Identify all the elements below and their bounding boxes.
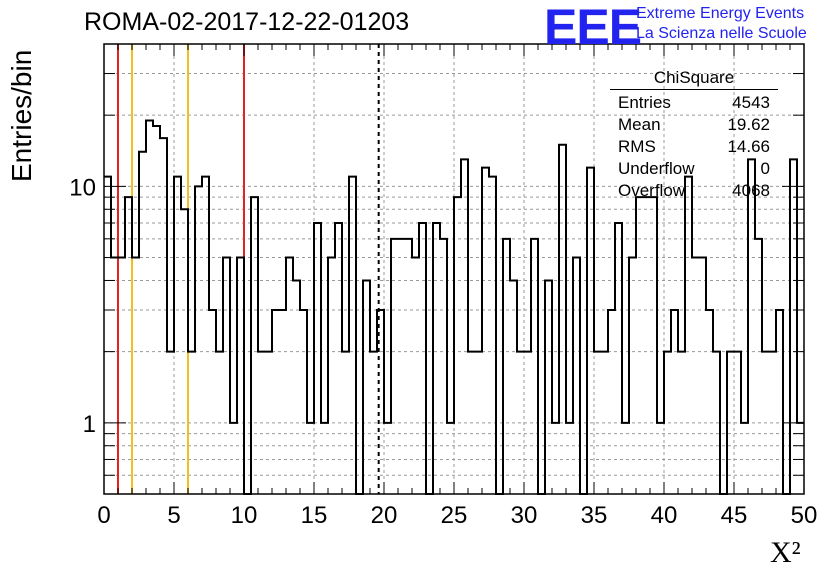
x-tick-label: 0 [97,502,110,529]
x-tick-label: 45 [721,502,748,529]
histogram-outline [104,119,804,495]
stats-row-underflow: Underflow 0 [610,158,778,180]
x-tick-label: 5 [167,502,180,529]
stats-header: ChiSquare [610,68,778,90]
chart-title: ROMA-02-2017-12-22-01203 [84,8,410,36]
stats-label: Entries [618,93,671,112]
marker-lines [117,44,380,494]
tick-labels: 0 5 10 15 20 25 30 35 40 45 50 1 10 [69,174,817,529]
x-tick-label: 50 [791,502,818,529]
stats-value: 19.62 [727,115,770,134]
stats-row-entries: Entries 4543 [610,92,778,114]
logo-caption: Extreme Energy Events La Scienza nelle S… [636,4,807,44]
x-tick-label: 15 [301,502,328,529]
x-tick-label: 35 [581,502,608,529]
x-tick-label: 40 [651,502,678,529]
stats-row-rms: RMS 14.66 [610,136,778,158]
stats-row-mean: Mean 19.62 [610,114,778,136]
stats-box: ChiSquare Entries 4543 Mean 19.62 RMS 14.66… [610,68,778,202]
stats-label: Underflow [618,159,695,178]
x-tick-label: 25 [441,502,468,529]
y-tick-label: 1 [83,411,96,438]
stats-label: RMS [618,137,656,156]
stats-value: 0 [760,159,770,178]
y-tick-label: 10 [69,174,96,201]
x-tick-label: 20 [371,502,398,529]
x-axis-label: X² [770,536,801,569]
stats-value: 4543 [732,93,770,112]
stats-label: Mean [618,115,661,134]
y-axis-label: Entries/bin [6,49,37,182]
logo-line-1: Extreme Energy Events [636,5,805,22]
stats-value: 14.66 [727,137,770,156]
stats-label: Overflow [618,181,686,200]
eee-logo: EEE [544,0,642,55]
axis-ticks [103,43,805,495]
logo-line-2: La Scienza nelle Scuole [636,25,807,42]
stats-row-overflow: Overflow 4068 [610,180,778,202]
x-tick-label: 30 [511,502,538,529]
stats-value: 4068 [732,181,770,200]
x-tick-label: 10 [231,502,258,529]
